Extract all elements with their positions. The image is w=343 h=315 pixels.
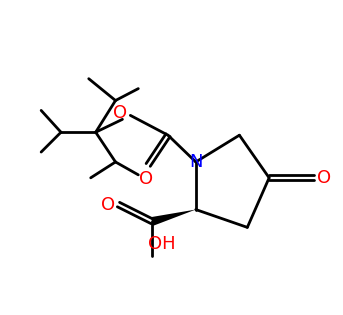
Text: OH: OH <box>148 235 176 253</box>
Text: O: O <box>139 170 153 188</box>
Text: N: N <box>189 153 202 171</box>
Text: O: O <box>317 169 331 187</box>
Polygon shape <box>151 209 196 226</box>
Text: O: O <box>114 104 128 123</box>
Text: O: O <box>102 196 116 214</box>
